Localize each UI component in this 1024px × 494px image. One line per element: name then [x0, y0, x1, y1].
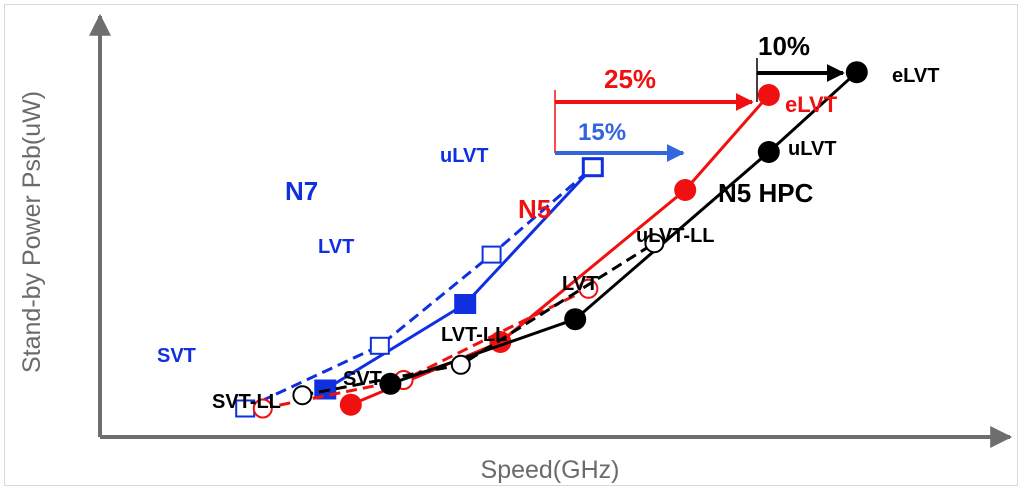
- series-0-point-1: [454, 294, 477, 314]
- series-1-point-2: [481, 245, 502, 264]
- label-svt-ll: SVT-LL: [212, 391, 281, 413]
- series-1-point-3: [582, 158, 603, 177]
- label-hpc-ulvt: uLVT: [788, 138, 837, 160]
- label-hpc-lvt: LVT: [562, 273, 598, 295]
- series-4-point-0: [379, 372, 402, 395]
- label-n5-elvt: eLVT: [785, 92, 838, 117]
- label-n7-svt: SVT: [157, 345, 196, 367]
- series-4-line: [389, 71, 858, 386]
- y-axis-title: Stand-by Power Psb(uW): [18, 91, 46, 373]
- series-5-point-0: [292, 385, 313, 406]
- chart-border: [4, 4, 1018, 486]
- series-2-point-3: [757, 84, 780, 106]
- series-4-point-3: [845, 61, 868, 84]
- series-4-point-2: [757, 141, 780, 163]
- label-hpc-svt: SVT: [343, 368, 382, 390]
- series-2-line: [350, 94, 770, 407]
- series-2-point-2: [674, 179, 697, 201]
- label-lvt-ll: LVT-LL: [441, 324, 507, 346]
- label-25-percent: 25%: [604, 64, 656, 94]
- label-hpc-elvt: eLVT: [892, 65, 939, 87]
- label-ulvt-ll: uLVT-LL: [636, 225, 715, 247]
- label-n5-hpc: N5 HPC: [718, 178, 814, 208]
- label-15-percent: 15%: [578, 119, 626, 146]
- series-4-point-1: [564, 308, 587, 331]
- series-2-point-0: [339, 393, 362, 416]
- label-10-percent: 10%: [758, 31, 810, 61]
- series-3-point-0: [252, 398, 273, 419]
- series-1-line: [244, 166, 594, 410]
- label-n7: N7: [285, 176, 318, 206]
- x-axis-title: Speed(GHz): [481, 456, 620, 484]
- label-n5: N5: [518, 194, 551, 224]
- series-5-point-2: [644, 233, 665, 254]
- series-1-point-1: [369, 336, 390, 355]
- series-3-point-2: [578, 278, 599, 299]
- label-n7-ulvt: uLVT: [440, 145, 489, 167]
- label-n7-lvt: LVT: [318, 236, 354, 258]
- series-5-point-1: [450, 354, 471, 375]
